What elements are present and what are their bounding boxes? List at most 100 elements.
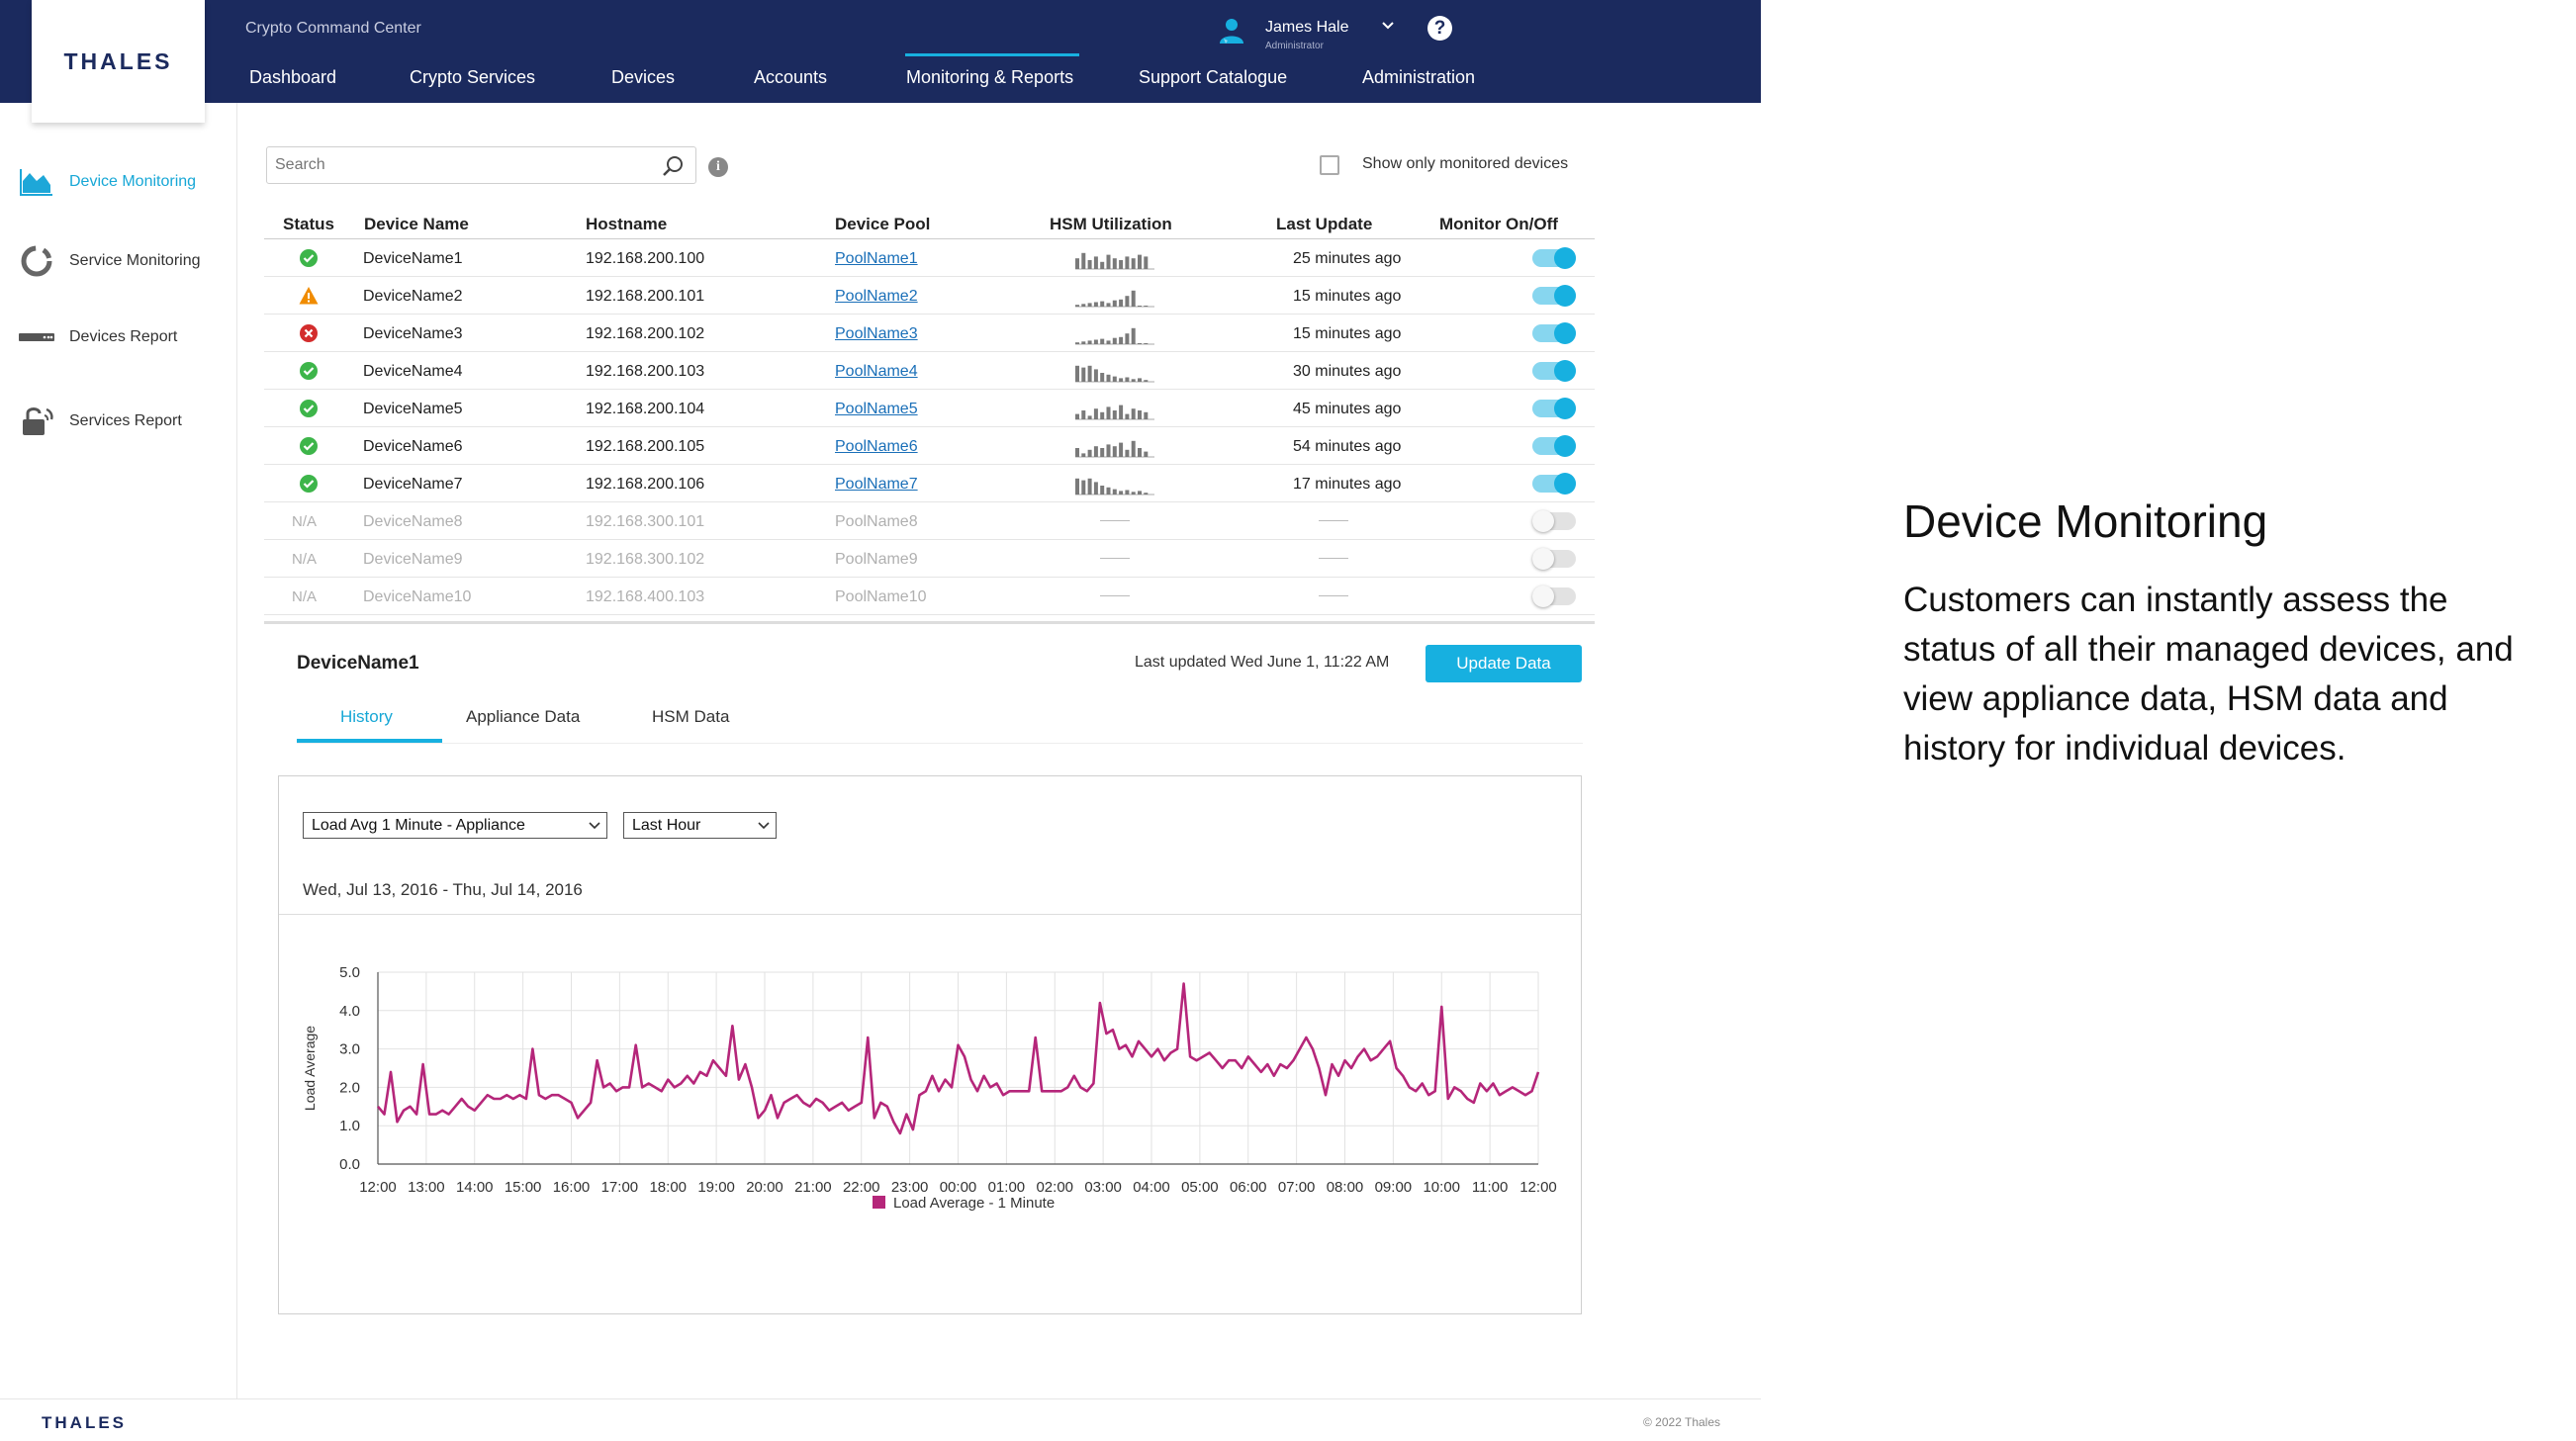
device-pool-link[interactable]: PoolName8 bbox=[835, 513, 918, 530]
chevron-down-icon[interactable] bbox=[1382, 20, 1394, 32]
nav-item-monitoring-reports[interactable]: Monitoring & Reports bbox=[906, 67, 1074, 87]
monitor-toggle[interactable] bbox=[1532, 285, 1576, 307]
monitor-toggle[interactable] bbox=[1532, 398, 1576, 419]
x-tick-label: 11:00 bbox=[1472, 1179, 1508, 1196]
monitor-toggle[interactable] bbox=[1532, 510, 1576, 532]
device-pool-link[interactable]: PoolName6 bbox=[835, 438, 918, 455]
table-row[interactable]: DeviceName7 192.168.200.106 PoolName7 17 mi… bbox=[264, 465, 1595, 502]
device-name[interactable]: DeviceName2 bbox=[363, 288, 463, 305]
tab-appliance-data[interactable]: Appliance Data bbox=[466, 707, 581, 726]
footer-logo: THALES bbox=[42, 1413, 127, 1432]
table-row[interactable]: DeviceName1 192.168.200.100 PoolName1 25 mi… bbox=[264, 239, 1595, 277]
search-input[interactable] bbox=[275, 153, 641, 177]
table-row[interactable]: DeviceName4 192.168.200.103 PoolName4 30 mi… bbox=[264, 352, 1595, 390]
table-row[interactable]: N/A DeviceName10 192.168.400.103 PoolName10 bbox=[264, 578, 1595, 615]
device-name[interactable]: DeviceName3 bbox=[363, 325, 463, 342]
device-pool-link[interactable]: PoolName1 bbox=[835, 250, 918, 267]
sparkline-bar bbox=[1131, 408, 1136, 419]
sparkline-bar bbox=[1144, 493, 1149, 495]
nav-item-administration[interactable]: Administration bbox=[1362, 67, 1476, 87]
table-row[interactable]: DeviceName3 192.168.200.102 PoolName3 15 mi… bbox=[264, 315, 1595, 352]
monitor-toggle[interactable] bbox=[1532, 473, 1576, 495]
table-row[interactable]: N/A DeviceName9 192.168.300.102 PoolName9 bbox=[264, 540, 1595, 578]
monitor-toggle[interactable] bbox=[1532, 585, 1576, 607]
nav-item-dashboard[interactable]: Dashboard bbox=[249, 67, 337, 87]
monitor-toggle[interactable] bbox=[1532, 360, 1576, 382]
column-header-device-pool[interactable]: Device Pool bbox=[835, 215, 931, 233]
nav-item-accounts[interactable]: Accounts bbox=[754, 67, 828, 87]
device-name[interactable]: DeviceName8 bbox=[363, 513, 463, 530]
device-pool-link[interactable]: PoolName7 bbox=[835, 476, 918, 493]
device-name[interactable]: DeviceName7 bbox=[363, 476, 463, 493]
device-name[interactable]: DeviceName9 bbox=[363, 551, 463, 568]
sparkline-bar bbox=[1106, 303, 1111, 307]
toggle-knob bbox=[1532, 510, 1554, 532]
column-header-device-name[interactable]: Device Name bbox=[364, 215, 469, 233]
sparkline-bar bbox=[1100, 338, 1105, 344]
nav-item-devices[interactable]: Devices bbox=[611, 67, 676, 87]
device-pool-link[interactable]: PoolName4 bbox=[835, 363, 918, 380]
device-pool-link[interactable]: PoolName2 bbox=[835, 288, 918, 305]
device-name[interactable]: DeviceName5 bbox=[363, 401, 463, 417]
sparkline-bar bbox=[1112, 300, 1117, 307]
tab-history[interactable]: History bbox=[340, 707, 393, 726]
hostname: 192.168.200.102 bbox=[586, 325, 705, 342]
user-name[interactable]: James Hale bbox=[1265, 19, 1349, 36]
sparkline-bar bbox=[1081, 410, 1086, 419]
sparkline-bar bbox=[1081, 252, 1086, 269]
device-pool-link[interactable]: PoolName9 bbox=[835, 551, 918, 568]
monitor-toggle[interactable] bbox=[1532, 322, 1576, 344]
update-data-button[interactable]: Update Data bbox=[1426, 645, 1582, 682]
device-pool-link[interactable]: PoolName10 bbox=[835, 588, 927, 605]
device-name[interactable]: DeviceName10 bbox=[363, 588, 472, 605]
x-tick-label: 03:00 bbox=[1084, 1179, 1122, 1196]
sparkline-bar bbox=[1075, 448, 1079, 457]
table-header: Status Device Name Hostname Device Pool … bbox=[264, 204, 1595, 239]
table-row[interactable]: DeviceName2 192.168.200.101 PoolName2 15 mi… bbox=[264, 277, 1595, 315]
sidebar-item-service-monitoring[interactable]: Service Monitoring bbox=[18, 241, 201, 281]
show-monitored-checkbox[interactable] bbox=[1320, 155, 1339, 175]
table-row[interactable]: DeviceName6 192.168.200.105 PoolName6 54 mi… bbox=[264, 427, 1595, 465]
column-header-monitor[interactable]: Monitor On/Off bbox=[1439, 215, 1558, 233]
x-tick-label: 19:00 bbox=[697, 1179, 735, 1196]
sparkline-bar bbox=[1093, 408, 1098, 419]
y-axis-label: Load Average bbox=[302, 1026, 318, 1111]
device-name[interactable]: DeviceName6 bbox=[363, 438, 463, 455]
column-header-status[interactable]: Status bbox=[283, 215, 334, 233]
info-icon[interactable]: i bbox=[708, 157, 728, 177]
active-tab-indicator bbox=[297, 739, 442, 743]
table-row[interactable]: DeviceName5 192.168.200.104 PoolName5 45 mi… bbox=[264, 390, 1595, 427]
monitor-toggle[interactable] bbox=[1532, 435, 1576, 457]
sparkline-bar bbox=[1138, 448, 1142, 457]
brand-logo[interactable]: THALES bbox=[32, 0, 205, 123]
sidebar-item-devices-report[interactable]: Devices Report bbox=[18, 317, 177, 357]
help-icon[interactable]: ? bbox=[1427, 16, 1452, 41]
user-icon[interactable] bbox=[1219, 17, 1244, 45]
footer: THALES © 2022 Thales bbox=[0, 1398, 1761, 1441]
table-row[interactable]: N/A DeviceName8 192.168.300.101 PoolName8 bbox=[264, 502, 1595, 540]
device-pool-link[interactable]: PoolName5 bbox=[835, 401, 918, 417]
range-select[interactable]: Last Hour bbox=[623, 812, 777, 839]
chart-divider bbox=[279, 914, 1581, 915]
sidebar-item-device-monitoring[interactable]: Device Monitoring bbox=[18, 162, 196, 202]
metric-select[interactable]: Load Avg 1 Minute - Appliance bbox=[303, 812, 607, 839]
sidebar-item-services-report[interactable]: Services Report bbox=[18, 402, 182, 441]
last-updated-text: Last updated Wed June 1, 11:22 AM bbox=[1135, 654, 1390, 671]
column-header-last-update[interactable]: Last Update bbox=[1276, 215, 1373, 233]
column-header-hsm-utilization[interactable]: HSM Utilization bbox=[1050, 215, 1172, 233]
search-icon[interactable] bbox=[662, 155, 684, 177]
sparkline-bar bbox=[1087, 415, 1092, 419]
sparkline-bar bbox=[1119, 260, 1124, 269]
nav-item-support-catalogue[interactable]: Support Catalogue bbox=[1139, 67, 1288, 87]
tab-hsm-data[interactable]: HSM Data bbox=[652, 707, 730, 726]
range-select-value: Last Hour bbox=[632, 817, 701, 834]
monitor-toggle[interactable] bbox=[1532, 548, 1576, 570]
column-header-hostname[interactable]: Hostname bbox=[586, 215, 668, 233]
device-name[interactable]: DeviceName1 bbox=[363, 250, 463, 267]
device-table-panel: i Show only monitored devices Status Dev… bbox=[264, 138, 1595, 624]
sparkline-bar bbox=[1087, 478, 1092, 495]
nav-item-crypto-services[interactable]: Crypto Services bbox=[410, 67, 536, 87]
monitor-toggle[interactable] bbox=[1532, 247, 1576, 269]
device-pool-link[interactable]: PoolName3 bbox=[835, 325, 918, 342]
device-name[interactable]: DeviceName4 bbox=[363, 363, 463, 380]
